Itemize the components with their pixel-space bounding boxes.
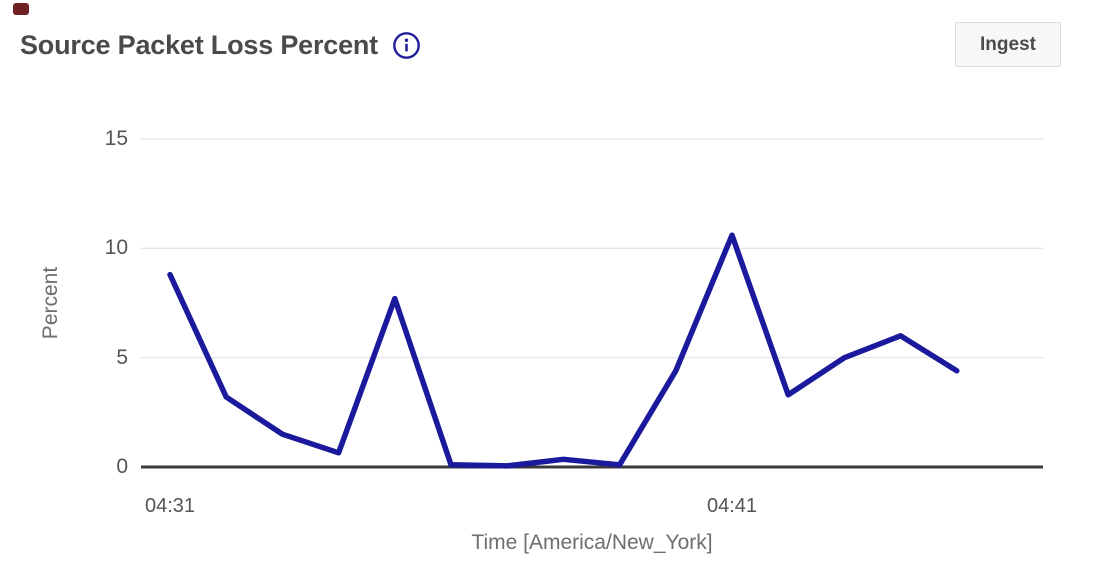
info-icon-glyph [393, 32, 420, 59]
page-title: Source Packet Loss Percent [20, 30, 378, 60]
packet-loss-line [167, 232, 960, 469]
y-tick-label: 5 [116, 345, 128, 369]
y-tick-label: 15 [104, 127, 128, 150]
x-tick-label: 04:41 [706, 495, 758, 517]
y-tick-label: 0 [116, 455, 128, 478]
widget-header: Source Packet Loss Percent Ingest [0, 0, 1094, 90]
y-axis-title: Percent [39, 266, 62, 340]
y-tick-label: 10 [104, 236, 128, 260]
x-tick-label: 04:31 [144, 495, 196, 517]
info-icon[interactable] [392, 31, 421, 60]
x-axis-title: Time [America/New_York] [471, 531, 713, 554]
ingest-button[interactable]: Ingest [955, 22, 1061, 67]
corner-artifact [13, 3, 29, 15]
